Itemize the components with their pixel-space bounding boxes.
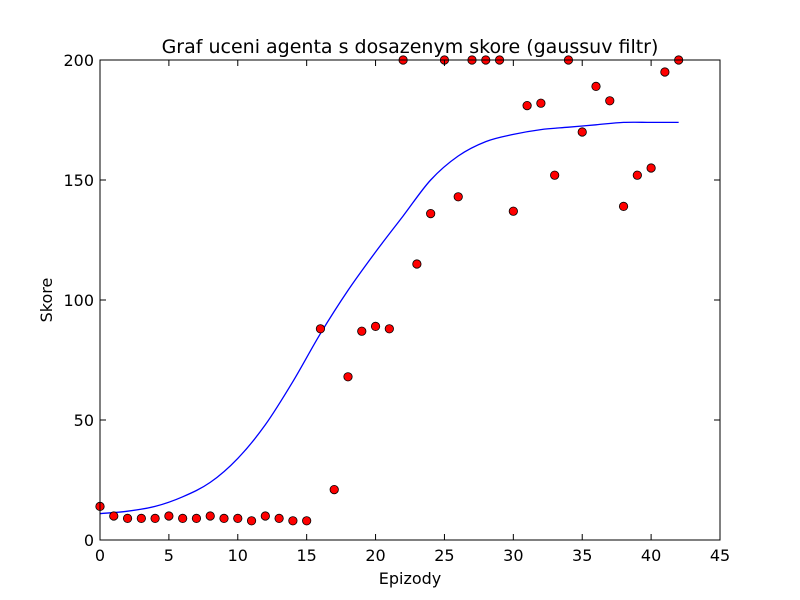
x-tick-label-4: 20 [365,546,385,565]
data-point-14 [288,516,298,526]
data-point-33 [550,170,560,180]
data-point-20 [370,321,381,331]
data-point-15 [302,516,312,526]
x-tick-label-5: 25 [434,546,454,565]
y-tick-label-0: 0 [84,531,94,550]
smoothed-curve [99,121,679,515]
data-point-3 [136,513,146,524]
data-point-39 [632,170,642,180]
x-axis-label: Epizody [379,569,442,588]
data-point-9 [219,513,229,524]
x-tick-label-0: 0 [95,546,105,565]
x-tick-label-1: 5 [164,546,174,565]
data-point-18 [343,372,353,382]
plot-area [100,60,720,540]
data-point-2 [122,513,133,524]
data-point-16 [315,324,326,334]
data-point-38 [618,201,629,211]
data-point-7 [191,513,202,524]
x-tick-label-8: 40 [641,546,661,565]
x-tick-label-3: 15 [296,546,316,565]
y-axis-label: Skore [37,278,56,323]
data-point-13 [274,513,284,524]
data-point-26 [453,192,463,202]
data-point-12 [260,511,270,521]
data-point-40 [646,163,656,173]
data-point-10 [233,513,243,524]
data-point-36 [591,81,601,92]
x-tick-label-7: 35 [572,546,592,565]
data-point-5 [164,511,174,521]
data-point-23 [412,259,422,269]
data-point-19 [357,326,367,336]
data-point-32 [536,98,546,108]
data-point-24 [426,209,436,219]
data-point-1 [109,511,119,521]
data-point-8 [205,511,215,521]
data-point-17 [329,484,339,495]
data-point-41 [660,67,670,77]
y-tick-label-1: 50 [74,411,94,430]
x-tick-label-2: 10 [228,546,248,565]
y-tick-label-2: 100 [63,291,94,310]
data-point-6 [178,513,188,524]
data-point-31 [522,101,532,111]
data-point-35 [577,127,587,137]
y-tick-label-4: 200 [63,51,94,70]
y-tick-label-3: 150 [63,171,94,190]
chart-title: Graf uceni agenta s dosazenym skore (gau… [162,36,659,58]
x-tick-label-6: 30 [503,546,523,565]
data-point-11 [246,516,257,526]
data-point-30 [508,206,518,216]
data-point-37 [605,96,615,106]
data-point-4 [150,513,160,524]
data-point-21 [384,324,394,334]
x-tick-label-9: 45 [710,546,730,565]
